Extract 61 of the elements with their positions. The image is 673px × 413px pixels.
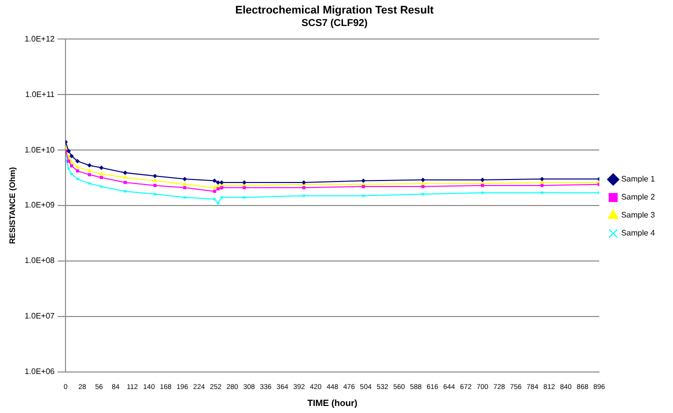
point xyxy=(212,178,217,183)
point xyxy=(67,160,70,163)
point xyxy=(480,184,484,188)
point xyxy=(153,184,157,188)
point xyxy=(480,178,484,182)
point xyxy=(302,186,306,190)
chart-title: Electrochemical Migration Test Result xyxy=(235,4,434,17)
point xyxy=(123,176,127,179)
point xyxy=(421,181,425,185)
y-tick-label: 1.0E+08 xyxy=(24,256,56,266)
point xyxy=(99,166,104,170)
point xyxy=(212,186,216,189)
point xyxy=(216,187,220,190)
point xyxy=(100,172,104,176)
point xyxy=(70,154,74,158)
legend-label: Sample 3 xyxy=(621,210,656,220)
point xyxy=(220,186,224,190)
point xyxy=(540,180,544,184)
y-tick-label: 1.0E+12 xyxy=(24,34,56,44)
point xyxy=(76,159,80,164)
y-tick-label: 1.0E+10 xyxy=(24,145,56,154)
point xyxy=(540,177,544,182)
point xyxy=(183,186,186,190)
point xyxy=(362,184,365,188)
point xyxy=(123,170,128,175)
point xyxy=(66,149,71,154)
point xyxy=(182,177,187,182)
point xyxy=(182,182,187,186)
y-tick-label: 1.0E+09 xyxy=(24,200,56,210)
point xyxy=(88,182,92,185)
y-tick-label: 1.0E+06 xyxy=(24,367,56,376)
point xyxy=(421,184,424,188)
point xyxy=(152,174,157,178)
y-tick-label: 1.0E+07 xyxy=(24,312,56,321)
y-axis-title: RESISTANCE (Ohm) xyxy=(8,166,18,244)
legend-label: Sample 2 xyxy=(621,192,656,202)
point xyxy=(242,186,246,190)
point xyxy=(242,180,246,184)
point xyxy=(70,160,74,164)
point xyxy=(361,178,366,183)
legend-label: Sample 4 xyxy=(621,228,656,238)
point xyxy=(216,184,220,188)
chart-subtitle: SCS7 (CLF92) xyxy=(301,18,368,29)
point xyxy=(76,165,80,168)
point xyxy=(70,164,74,168)
point xyxy=(88,168,92,172)
point xyxy=(220,180,224,184)
point xyxy=(420,178,425,182)
point xyxy=(212,190,216,193)
point xyxy=(153,178,157,182)
legend-label: Sample 1 xyxy=(621,174,656,184)
point xyxy=(540,184,544,188)
point xyxy=(76,169,80,173)
point xyxy=(87,163,92,168)
point xyxy=(100,176,103,180)
x-axis-title: TIME (hour) xyxy=(307,398,358,408)
point xyxy=(76,177,80,181)
point xyxy=(88,173,92,176)
point xyxy=(124,180,127,184)
y-tick-label: 1.0E+11 xyxy=(25,90,56,99)
point xyxy=(216,180,220,184)
